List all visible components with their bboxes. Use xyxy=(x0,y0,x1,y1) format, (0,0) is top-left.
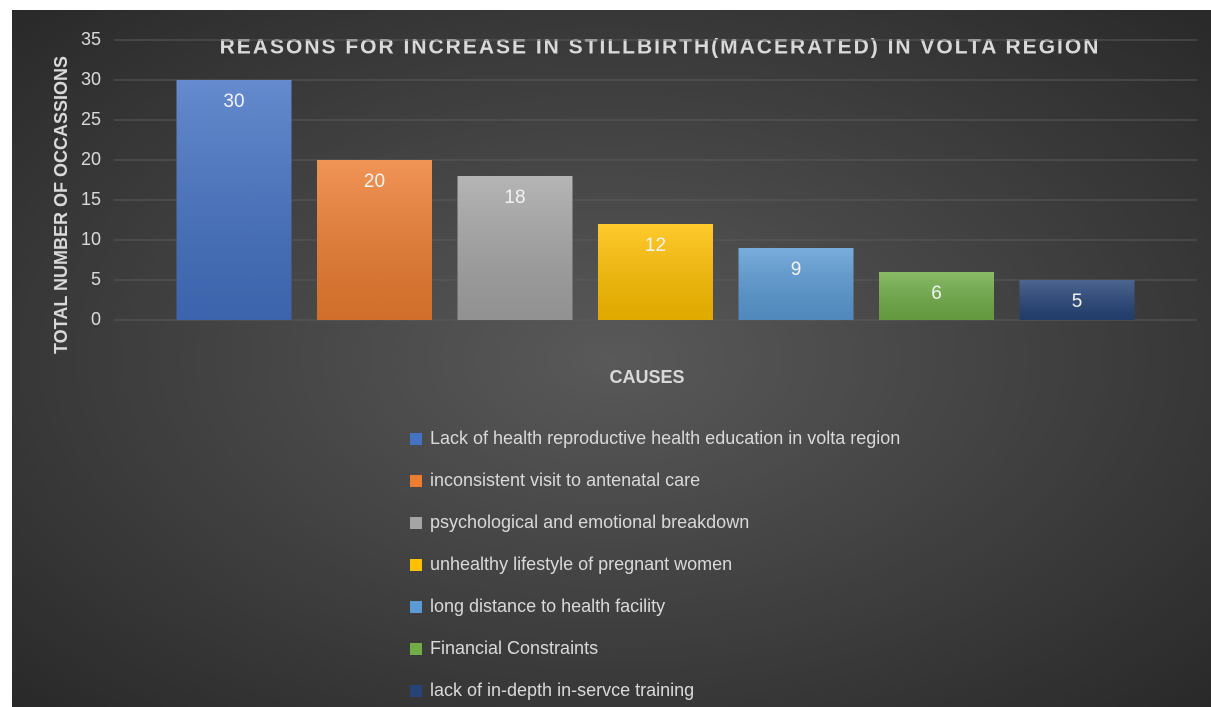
data-label: 5 xyxy=(1072,291,1083,312)
y-tick-label: 15 xyxy=(81,189,101,209)
legend-label: Lack of health reproductive health educa… xyxy=(430,428,900,448)
legend-swatch xyxy=(410,643,422,655)
legend-label: long distance to health facility xyxy=(430,596,665,616)
y-tick-label: 20 xyxy=(81,149,101,169)
y-tick-label: 10 xyxy=(81,229,101,249)
y-tick-label: 0 xyxy=(91,309,101,329)
data-label: 20 xyxy=(364,171,385,192)
data-label: 12 xyxy=(645,235,666,256)
legend-swatch xyxy=(410,601,422,613)
legend-swatch xyxy=(410,517,422,529)
y-tick-label: 25 xyxy=(81,109,101,129)
legend-label: psychological and emotional breakdown xyxy=(430,512,749,532)
data-label: 30 xyxy=(223,91,244,112)
legend-label: lack of in-depth in-servce training xyxy=(430,680,694,700)
legend-label: inconsistent visit to antenatal care xyxy=(430,470,700,490)
legend-label: Financial Constraints xyxy=(430,638,598,658)
x-axis-label: CAUSES xyxy=(609,367,684,387)
data-label: 6 xyxy=(931,283,942,304)
legend-swatch xyxy=(410,475,422,487)
data-label: 18 xyxy=(504,187,525,208)
legend-label: unhealthy lifestyle of pregnant women xyxy=(430,554,732,574)
y-tick-label: 30 xyxy=(81,69,101,89)
legend-swatch xyxy=(410,433,422,445)
chart-title: REASONS FOR INCREASE IN STILLBIRTH(MACER… xyxy=(220,36,1101,59)
y-tick-label: 5 xyxy=(91,269,101,289)
y-tick-label: 35 xyxy=(81,29,101,49)
legend-swatch xyxy=(410,559,422,571)
bar xyxy=(176,80,292,320)
y-axis-label: TOTAL NUMBER OF OCCASSIONS xyxy=(51,56,71,354)
legend-swatch xyxy=(410,685,422,697)
data-label: 9 xyxy=(791,259,802,280)
